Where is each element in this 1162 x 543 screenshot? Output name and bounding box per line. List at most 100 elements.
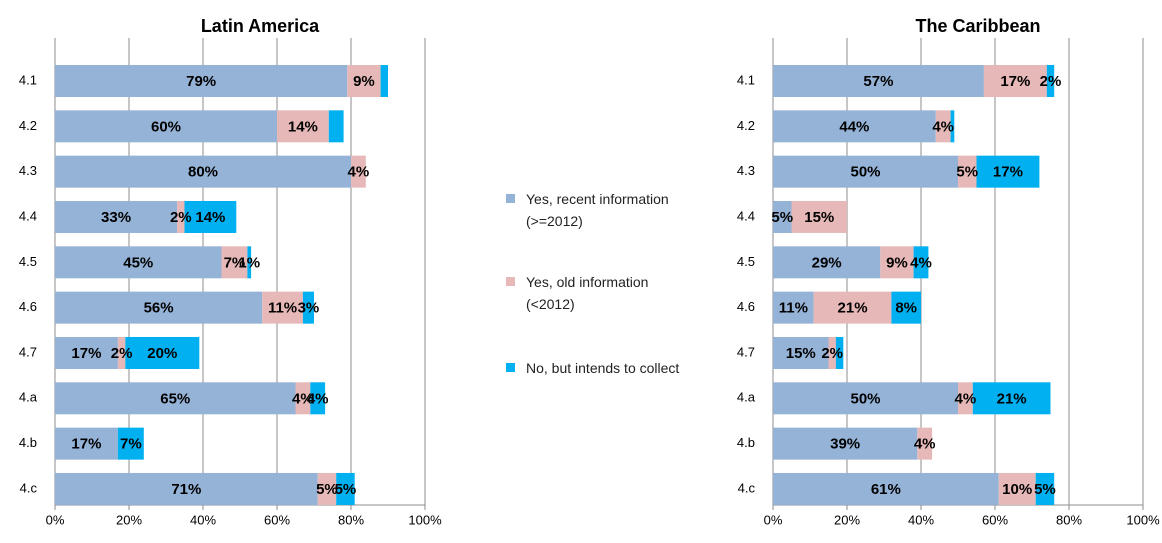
bar-segment: [791, 200, 847, 233]
bar-segment: [813, 291, 892, 324]
bar-segment: [1046, 65, 1055, 97]
data-label: 17%: [71, 345, 101, 362]
x-tick-label: 0%: [764, 512, 783, 527]
data-label: 57%: [863, 73, 893, 90]
bar-segment: [773, 291, 814, 324]
legend-swatch: [506, 194, 515, 203]
bar-segment: [295, 382, 311, 415]
x-tick-label: 100%: [408, 512, 442, 527]
data-label: 4%: [914, 436, 936, 453]
y-tick-label: 4.2: [19, 118, 37, 133]
y-tick-label: 4.4: [737, 208, 755, 223]
legend-item: Yes, recent information (>=2012): [506, 188, 696, 232]
data-label: 11%: [779, 300, 808, 317]
data-label: 7%: [120, 436, 142, 453]
bar-segment: [55, 246, 222, 279]
y-tick-label: 4.2: [737, 118, 755, 133]
data-label: 15%: [786, 345, 816, 362]
bar-segment: [950, 110, 955, 143]
bar-segment: [184, 200, 237, 233]
chart-title: The Caribbean: [915, 16, 1040, 36]
x-tick-label: 20%: [116, 512, 142, 527]
bar-segment: [773, 472, 999, 505]
bar-segment: [317, 472, 337, 505]
data-label: 60%: [151, 118, 181, 135]
bar-segment: [55, 472, 318, 505]
bar-segment: [880, 246, 914, 279]
bar-segment: [983, 65, 1047, 97]
data-label: 17%: [1000, 73, 1030, 90]
x-tick-label: 80%: [338, 512, 364, 527]
y-tick-label: 4.c: [738, 480, 756, 495]
data-label: 39%: [830, 436, 860, 453]
data-label: 2%: [821, 345, 843, 362]
bar-segment: [328, 110, 344, 143]
data-label: 2%: [170, 209, 192, 226]
legend-item: No, but intends to collect: [506, 357, 696, 379]
x-tick-label: 40%: [908, 512, 934, 527]
data-label: 61%: [871, 481, 901, 498]
data-label: 5%: [1034, 481, 1056, 498]
bar-segment: [773, 65, 984, 97]
bar-segment: [55, 110, 277, 143]
data-label: 4%: [910, 254, 932, 271]
x-tick-label: 40%: [190, 512, 216, 527]
legend-label: Yes, old information (<2012): [526, 274, 649, 312]
y-tick-label: 4.a: [19, 390, 38, 405]
data-label: 1%: [238, 254, 260, 271]
data-label: 50%: [850, 390, 880, 407]
bar-segment: [828, 336, 836, 369]
y-tick-label: 4.b: [737, 435, 755, 450]
bar-segment: [351, 155, 366, 188]
y-tick-label: 4.7: [737, 344, 755, 359]
y-tick-label: 4.6: [19, 299, 37, 314]
bar-segment: [913, 246, 929, 279]
bar-segment: [55, 291, 263, 324]
y-tick-label: 4.4: [19, 208, 37, 223]
y-tick-label: 4.5: [19, 254, 37, 269]
bar-segment: [177, 200, 185, 233]
x-tick-label: 20%: [834, 512, 860, 527]
bar-segment: [972, 382, 1051, 415]
data-label: 14%: [288, 118, 318, 135]
bar-segment: [773, 336, 829, 369]
bar-segment: [221, 246, 248, 279]
bar-segment: [55, 155, 351, 188]
data-label: 80%: [188, 164, 218, 181]
y-tick-label: 4.3: [737, 163, 755, 178]
data-label: 2%: [111, 345, 133, 362]
data-label: 21%: [997, 390, 1027, 407]
data-label: 10%: [1002, 481, 1032, 498]
bar-segment: [336, 472, 355, 505]
y-tick-label: 4.3: [19, 163, 37, 178]
data-label: 8%: [895, 300, 917, 317]
data-label: 21%: [838, 300, 868, 317]
bar-segment: [55, 427, 118, 460]
data-label: 9%: [353, 73, 375, 90]
bar-segment: [891, 291, 921, 324]
bar-segment: [773, 246, 881, 279]
x-tick-label: 0%: [46, 512, 65, 527]
data-label: 17%: [993, 164, 1023, 181]
data-label: 2%: [1040, 73, 1062, 90]
bar-segment: [998, 472, 1036, 505]
bar-segment: [55, 382, 296, 415]
x-tick-label: 60%: [982, 512, 1008, 527]
data-label: 65%: [160, 390, 190, 407]
bar-segment: [125, 336, 200, 369]
bar-segment: [247, 246, 252, 279]
bar-segment: [302, 291, 314, 324]
bar-segment: [310, 382, 326, 415]
y-tick-label: 4.6: [737, 299, 755, 314]
data-label: 4%: [348, 164, 370, 181]
data-label: 44%: [839, 118, 869, 135]
data-label: 5%: [956, 164, 978, 181]
bar-segment: [55, 200, 178, 233]
bar-segment: [917, 427, 933, 460]
data-label: 5%: [316, 481, 338, 498]
data-label: 4%: [955, 390, 977, 407]
data-label: 14%: [195, 209, 225, 226]
bar-segment: [277, 110, 329, 143]
